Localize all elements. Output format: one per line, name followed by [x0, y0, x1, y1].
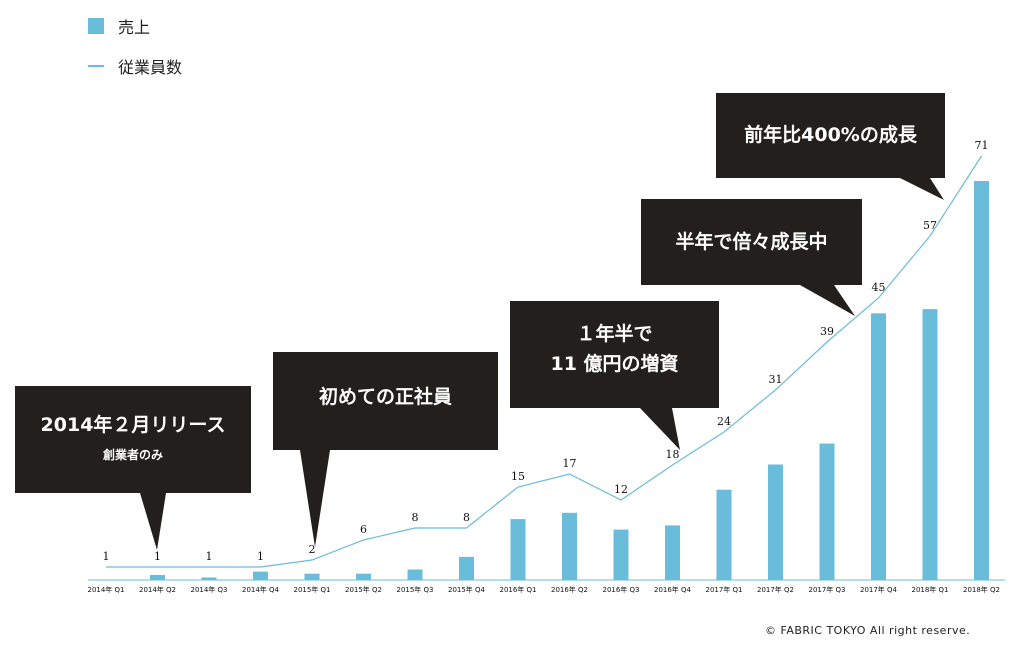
x-tick-label-5: 2015年 Q1 — [293, 585, 330, 594]
sales-bar-10 — [562, 512, 577, 580]
x-tick-label-3: 2014年 Q3 — [190, 585, 227, 594]
callout-first-employee-pointer — [300, 450, 330, 547]
legend-item-sales: 売上 — [88, 14, 182, 38]
callout-first-employee-title: 初めての正社員 — [318, 386, 452, 408]
callout-yoy-growth: 前年比400%の成長 — [716, 93, 945, 178]
sales-bar-13 — [716, 489, 732, 580]
employees-label-8: 8 — [463, 511, 470, 524]
employees-label-3: 1 — [206, 550, 213, 563]
sales-bar-17 — [922, 309, 938, 580]
x-tick-label-1: 2014年 Q1 — [87, 585, 124, 594]
x-tick-label-6: 2015年 Q2 — [345, 585, 382, 594]
employees-label-4: 1 — [257, 550, 264, 563]
callout-doubling-pointer — [800, 285, 855, 316]
callout-release-subtitle: 創業者のみ — [102, 448, 163, 462]
employees-label-5: 2 — [309, 543, 316, 556]
employees-label-15: 39 — [820, 325, 834, 338]
x-tick-label-13: 2017年 Q1 — [705, 585, 742, 594]
employees-line — [106, 155, 983, 568]
legend-label-employees: 従業員数 — [118, 58, 183, 77]
copyright-text: © FABRIC TOKYO All right reserve. — [765, 624, 971, 637]
callout-release-title: 2014年２月リリース — [40, 414, 226, 436]
employees-label-6: 6 — [360, 523, 367, 536]
employees-label-18: 71 — [975, 139, 989, 152]
callout-yoy-growth-title: 前年比400%の成長 — [744, 124, 917, 146]
callout-funding-pointer — [640, 408, 680, 450]
x-tick-label-11: 2016年 Q3 — [602, 585, 639, 594]
legend-item-employees: 従業員数 — [88, 54, 182, 78]
x-tick-label-7: 2015年 Q3 — [396, 585, 433, 594]
callout-doubling: 半年で倍々成長中 — [641, 199, 862, 285]
employees-label-11: 12 — [614, 483, 628, 496]
employees-label-10: 17 — [563, 457, 577, 470]
callout-yoy-growth-pointer — [900, 178, 944, 200]
sales-bar-18 — [974, 181, 989, 580]
callout-release: 2014年２月リリース 創業者のみ — [15, 386, 251, 493]
bar-swatch-icon — [88, 18, 104, 34]
employees-label-14: 31 — [769, 373, 783, 386]
callout-funding-title: １年半で — [576, 323, 653, 345]
sales-bar-5 — [304, 573, 320, 580]
employees-label-16: 45 — [872, 281, 886, 294]
x-tick-label-12: 2016年 Q4 — [654, 585, 692, 594]
line-swatch-icon — [88, 65, 104, 67]
sales-bar-9 — [510, 519, 526, 580]
callout-funding: １年半で 11 億円の増資 — [510, 301, 719, 408]
x-tick-label-2: 2014年 Q2 — [139, 585, 176, 594]
callout-release-pointer — [140, 493, 166, 550]
x-tick-label-8: 2015年 Q4 — [448, 585, 486, 594]
employees-label-17: 57 — [923, 219, 937, 232]
legend-label-sales: 売上 — [118, 18, 151, 37]
sales-bar-14 — [768, 464, 783, 580]
employees-label-9: 15 — [511, 470, 525, 483]
callout-funding-title2: 11 億円の増資 — [550, 353, 679, 375]
x-tick-label-10: 2016年 Q2 — [551, 585, 588, 594]
employees-label-1: 1 — [103, 550, 110, 563]
sales-bar-6 — [356, 573, 371, 580]
x-tick-label-4: 2014年 Q4 — [242, 585, 280, 594]
sales-bar-7 — [407, 569, 423, 580]
x-tick-label-9: 2016年 Q1 — [499, 585, 536, 594]
employees-label-12: 18 — [666, 448, 680, 461]
x-tick-label-15: 2017年 Q3 — [808, 585, 845, 594]
sales-bar-8 — [459, 556, 474, 580]
callout-first-employee: 初めての正社員 — [273, 352, 498, 450]
employees-label-7: 8 — [412, 511, 419, 524]
x-tick-label-14: 2017年 Q2 — [757, 585, 794, 594]
employees-label-2: 1 — [154, 550, 161, 563]
sales-bar-12 — [665, 525, 680, 580]
legend: 売上 従業員数 — [88, 14, 182, 94]
sales-bar-4 — [253, 571, 268, 580]
x-tick-label-16: 2017年 Q4 — [860, 585, 898, 594]
sales-bar-3 — [201, 577, 217, 580]
callout-doubling-title: 半年で倍々成長中 — [675, 231, 828, 253]
sales-bar-11 — [613, 529, 629, 580]
sales-bar-2 — [150, 574, 165, 580]
employees-label-13: 24 — [717, 415, 731, 428]
sales-bar-16 — [871, 313, 886, 580]
x-tick-label-18: 2018年 Q2 — [963, 585, 1000, 594]
x-tick-label-17: 2018年 Q1 — [911, 585, 948, 594]
sales-bar-15 — [819, 443, 835, 580]
